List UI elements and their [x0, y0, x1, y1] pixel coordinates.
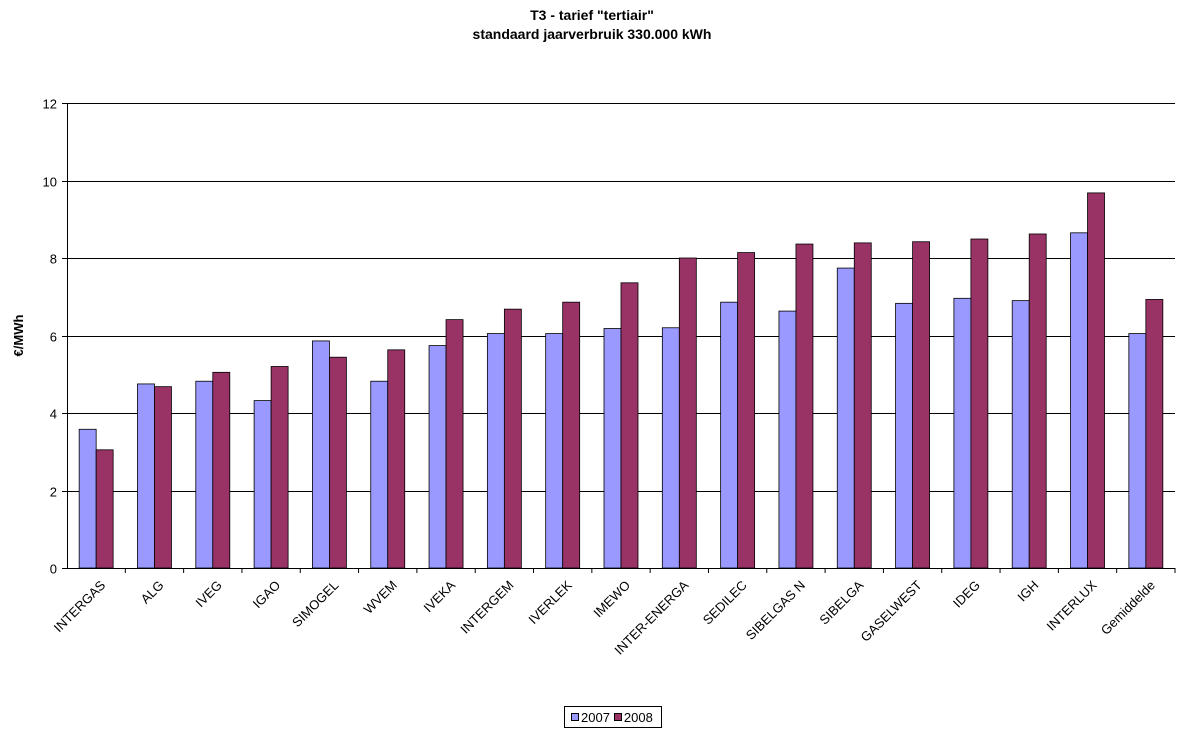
- bar-2007-sedilec: [720, 301, 739, 569]
- y-tick-label: 4: [50, 407, 57, 422]
- bar-2007-gemiddelde: [1128, 333, 1147, 569]
- bar-chart: 0 2 4 6 8 10 12 €/MWh INTERGAS ALG IVEG IGAO SIMOGEL…: [11, 97, 1176, 658]
- bar-2008-gemiddelde: [1145, 299, 1164, 569]
- bar-2008-interlux: [1087, 192, 1105, 569]
- x-tick-label: ALG: [138, 578, 167, 607]
- bar-2007-sibelga: [836, 267, 855, 569]
- bar-2008-sibelgas-n: [795, 243, 814, 569]
- chart-title: T3 - tarief "tertiair": [530, 7, 654, 23]
- bar-2008-alg: [154, 386, 172, 569]
- legend-swatch-2008: [613, 713, 622, 721]
- x-tick-label: SIBELGA: [816, 577, 866, 627]
- x-tick-label: IVERLEK: [525, 577, 575, 627]
- bar-2008-igh: [1028, 233, 1047, 569]
- bar-2008-iveg: [212, 371, 231, 569]
- chart-subtitle: standaard jaarverbruik 330.000 kWh: [472, 26, 712, 42]
- bar-2007-wvem: [370, 380, 389, 569]
- x-tick-label: SIBELGAS N: [743, 578, 808, 643]
- bar-2008-imewo: [620, 282, 639, 569]
- bar-2008-sedilec: [737, 252, 756, 569]
- y-tick-label: 0: [50, 562, 57, 577]
- bar-2007-ideg: [953, 297, 972, 569]
- bar-2007-sibelgas-n: [778, 310, 797, 569]
- bar-2008-gaselwest: [912, 241, 930, 569]
- bar-2008-intergem: [503, 308, 522, 569]
- x-tick-label: INTERLUX: [1044, 577, 1100, 633]
- x-tick-label: GASELWEST: [858, 577, 925, 644]
- bar-2007-intergas: [78, 428, 97, 569]
- x-tick-label: SIMOGEL: [289, 578, 342, 631]
- legend-label-2008: 2008: [623, 709, 653, 725]
- x-tick-label: INTERGAS: [51, 577, 109, 635]
- bar-2007-alg: [137, 383, 155, 569]
- bar-2007-iveka: [428, 345, 447, 569]
- y-tick-label: 8: [50, 252, 57, 267]
- bar-2008-igao: [270, 366, 289, 569]
- x-tick-label: Gemiddelde: [1098, 578, 1158, 638]
- bar-2007-iveg: [195, 380, 214, 569]
- bar-2007-interlux: [1070, 232, 1088, 569]
- bar-2008-iverlek: [562, 301, 581, 569]
- bar-2008-intergas: [95, 449, 114, 569]
- bar-2008-ideg: [970, 238, 989, 569]
- bar-2008-simogel: [329, 356, 347, 569]
- bar-2007-inter-energa: [661, 327, 680, 569]
- x-tick-label: INTERGEM: [457, 578, 516, 637]
- bar-2007-igao: [253, 400, 272, 569]
- x-tick-label: IDEG: [950, 578, 983, 611]
- x-tick-label: WVEM: [361, 578, 400, 617]
- legend-item-2008: 2008: [613, 709, 653, 725]
- bar-2007-imewo: [603, 328, 622, 569]
- y-tick-label: 6: [50, 330, 57, 345]
- x-tick-label: IVEG: [192, 578, 225, 611]
- x-tick-label: IVEKA: [420, 577, 458, 615]
- legend-label-2007: 2007: [581, 709, 610, 725]
- bar-2008-inter-energa: [678, 257, 697, 569]
- y-tick-label: 10: [43, 175, 57, 190]
- y-tick-label: 2: [50, 485, 57, 500]
- bar-2007-simogel: [312, 340, 330, 569]
- y-axis-label: €/MWh: [11, 315, 26, 357]
- bar-2007-gaselwest: [895, 302, 913, 569]
- bar-2008-sibelga: [853, 242, 872, 569]
- x-tick-label: IGH: [1014, 578, 1041, 605]
- legend-swatch-2007: [571, 713, 579, 721]
- bar-2007-intergem: [486, 333, 505, 569]
- x-tick-label: IMEWO: [590, 578, 633, 621]
- y-tick-label: 12: [43, 97, 57, 112]
- bar-2007-iverlek: [545, 333, 564, 569]
- x-tick-label: IGAO: [250, 578, 284, 612]
- bar-2008-iveka: [445, 319, 464, 569]
- legend-item-2007: 2007: [571, 710, 610, 725]
- x-tick-label: SEDILEC: [700, 578, 750, 628]
- bar-2007-igh: [1011, 300, 1030, 569]
- legend: 2007 2008: [564, 706, 662, 728]
- bar-2008-wvem: [387, 349, 406, 569]
